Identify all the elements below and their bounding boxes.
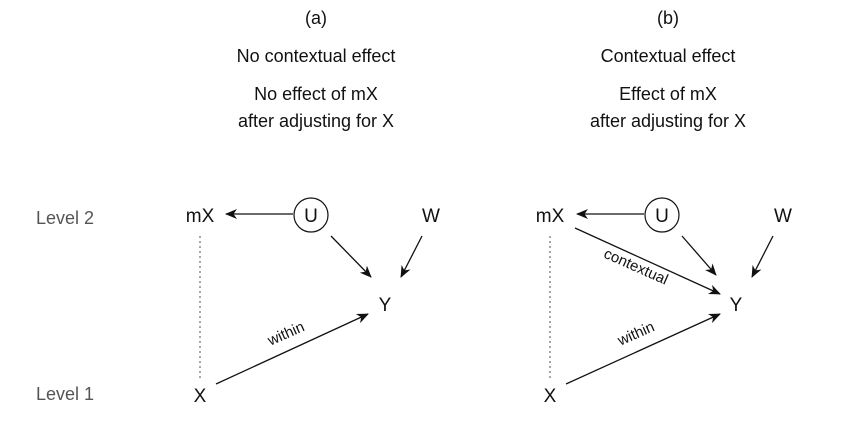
panel-a-node-u: U: [304, 206, 318, 227]
panel-a-node-mx: mX: [186, 206, 215, 227]
panel-b-caption-line-2: after adjusting for X: [590, 111, 746, 131]
panel-a-title: No contextual effect: [237, 46, 396, 66]
panel-b-title: Contextual effect: [601, 46, 736, 66]
panel-a-u-node-circle: [293, 197, 329, 233]
panel-a-arrow-x-to-y: [215, 313, 369, 385]
panel-b-arrow-u-to-y: [681, 235, 717, 276]
panel-b-u-node-circle: [644, 197, 680, 233]
panel-a-arrow-u-to-y: [330, 235, 372, 278]
panel-b-tag: (b): [657, 8, 679, 28]
panel-b-node-u: U: [655, 206, 669, 227]
panel-b-node-x: X: [544, 386, 557, 407]
panel-a-node-w: W: [422, 206, 440, 227]
panel-b-arrow-w-to-y: [751, 235, 774, 278]
level-1-label: Level 1: [36, 384, 94, 404]
panel-a-node-x: X: [194, 386, 207, 407]
panel-b-node-mx: mX: [536, 206, 565, 227]
panel-b-arrow-x-to-y: [565, 313, 721, 385]
panel-a-caption-line-1: No effect of mX: [254, 84, 378, 104]
panel-a-arrow-w-to-y: [400, 235, 423, 278]
panel-a-tag: (a): [305, 8, 327, 28]
level-2-label: Level 2: [36, 208, 94, 228]
panel-b: (b) Contextual effect Effect of mX after…: [536, 8, 792, 407]
panel-a-caption-line-2: after adjusting for X: [238, 111, 394, 131]
panel-b-arrow-mx-to-y-contextual: [574, 227, 721, 295]
panel-b-caption-line-1: Effect of mX: [619, 84, 717, 104]
panel-b-node-w: W: [774, 206, 792, 227]
panel-a: (a) No contextual effect No effect of mX…: [186, 8, 440, 407]
panel-b-node-y: Y: [730, 295, 743, 316]
panel-a-node-y: Y: [379, 295, 392, 316]
